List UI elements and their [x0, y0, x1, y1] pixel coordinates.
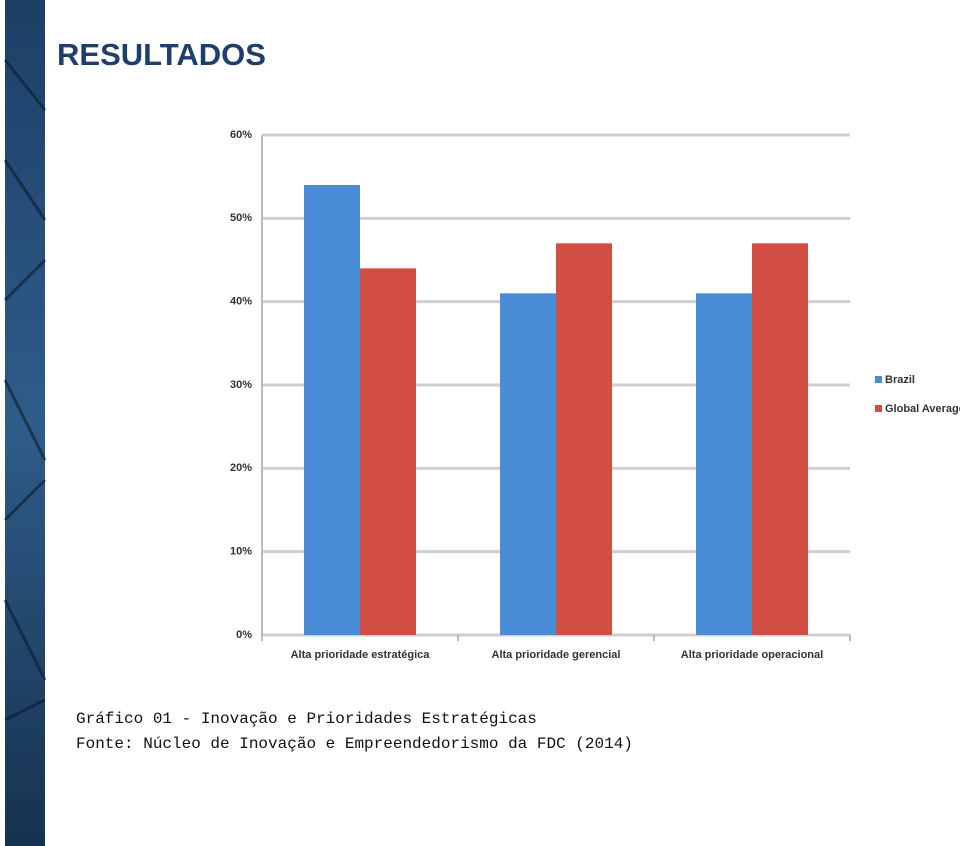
x-tick-label: Alta prioridade gerencial — [492, 649, 621, 661]
x-tick-label: Alta prioridade operacional — [681, 649, 823, 661]
bar — [500, 293, 556, 635]
y-tick-label: 0% — [236, 629, 252, 641]
bar — [304, 185, 360, 635]
strip-pattern — [3, 59, 47, 722]
y-tick-label: 20% — [230, 462, 252, 474]
legend-swatch — [875, 405, 882, 412]
legend-label: Global Average — [885, 403, 960, 415]
y-tick-label: 50% — [230, 212, 252, 224]
bar — [556, 243, 612, 636]
y-tick-label: 30% — [230, 379, 252, 391]
legend-label: Brazil — [885, 374, 915, 386]
bar — [360, 268, 416, 635]
y-tick-label: 10% — [230, 546, 252, 558]
legend-swatch — [875, 376, 882, 383]
bar — [752, 243, 808, 636]
caption: Gráfico 01 - Inovação e Prioridades Estr… — [76, 710, 537, 728]
slide-title: RESULTADOS — [57, 37, 266, 72]
bar — [696, 293, 752, 635]
x-tick-label: Alta prioridade estratégica — [291, 649, 431, 661]
y-tick-label: 60% — [230, 129, 252, 141]
y-tick-label: 40% — [230, 296, 252, 308]
caption: Fonte: Núcleo de Inovação e Empreendedor… — [76, 735, 633, 753]
